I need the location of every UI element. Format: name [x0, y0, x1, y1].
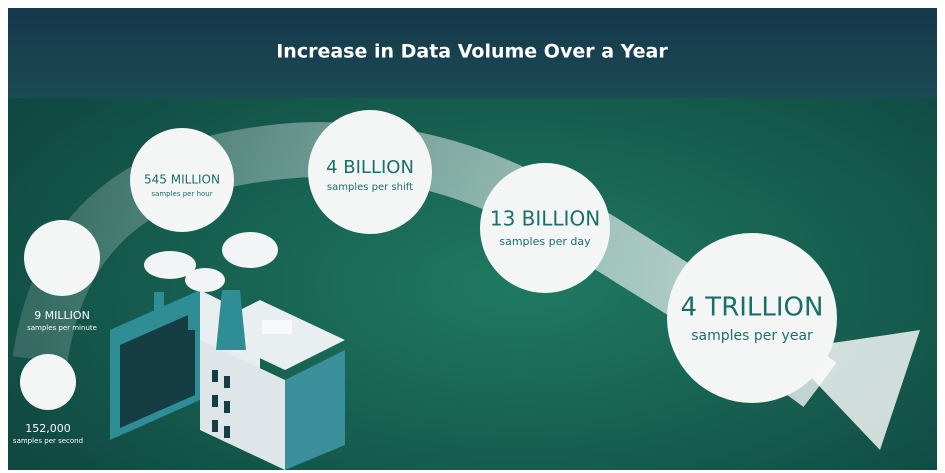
stage-unit: samples per hour: [151, 190, 212, 198]
stage-circle: [24, 220, 100, 296]
infographic: Increase in Data Volume Over a Year 152,…: [0, 0, 945, 473]
stage-unit: samples per day: [499, 235, 591, 248]
stage-unit: samples per shift: [327, 182, 413, 193]
stage-value: 4 BILLION: [326, 157, 414, 178]
stage-unit: samples per minute: [27, 324, 97, 332]
stage-unit: samples per second: [13, 437, 83, 445]
stage-value: 152,000: [25, 422, 71, 435]
stage-unit: samples per year: [691, 328, 813, 344]
title: Increase in Data Volume Over a Year: [276, 41, 668, 63]
stage-value: 9 MILLION: [34, 309, 90, 322]
stage-value: 13 BILLION: [490, 207, 600, 231]
stage-value: 545 MILLION: [144, 173, 220, 187]
stage-value: 4 TRILLION: [681, 293, 824, 323]
stage-circle: [20, 354, 76, 410]
